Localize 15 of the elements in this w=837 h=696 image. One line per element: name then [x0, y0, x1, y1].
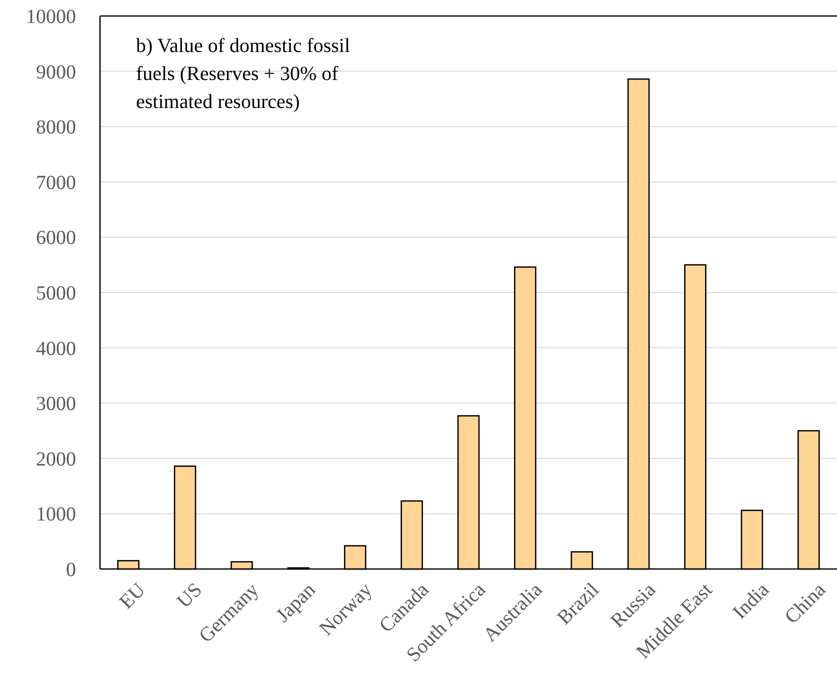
y-tick-label: 2000 [36, 448, 76, 470]
y-tick-label: 9000 [36, 61, 76, 84]
y-tick-label: 5000 [36, 282, 76, 304]
y-tick-label: 6000 [36, 227, 76, 250]
y-tick-label: 1000 [36, 504, 76, 526]
x-tick-label: EU [115, 578, 150, 614]
y-tick-label: 3000 [36, 393, 76, 416]
x-tick-label: US [172, 578, 206, 613]
y-tick-label: 4000 [36, 338, 76, 360]
y-tick-label: 10000 [26, 6, 76, 28]
y-tick-label: 8000 [36, 116, 76, 139]
y-tick-label: 0 [66, 559, 76, 581]
x-tick-label: India [728, 578, 774, 624]
annotation: b) Value of domestic fossil fuels (Reserves + 30% of estimated resources) [136, 35, 350, 113]
y-tick-label: 7000 [36, 172, 76, 194]
